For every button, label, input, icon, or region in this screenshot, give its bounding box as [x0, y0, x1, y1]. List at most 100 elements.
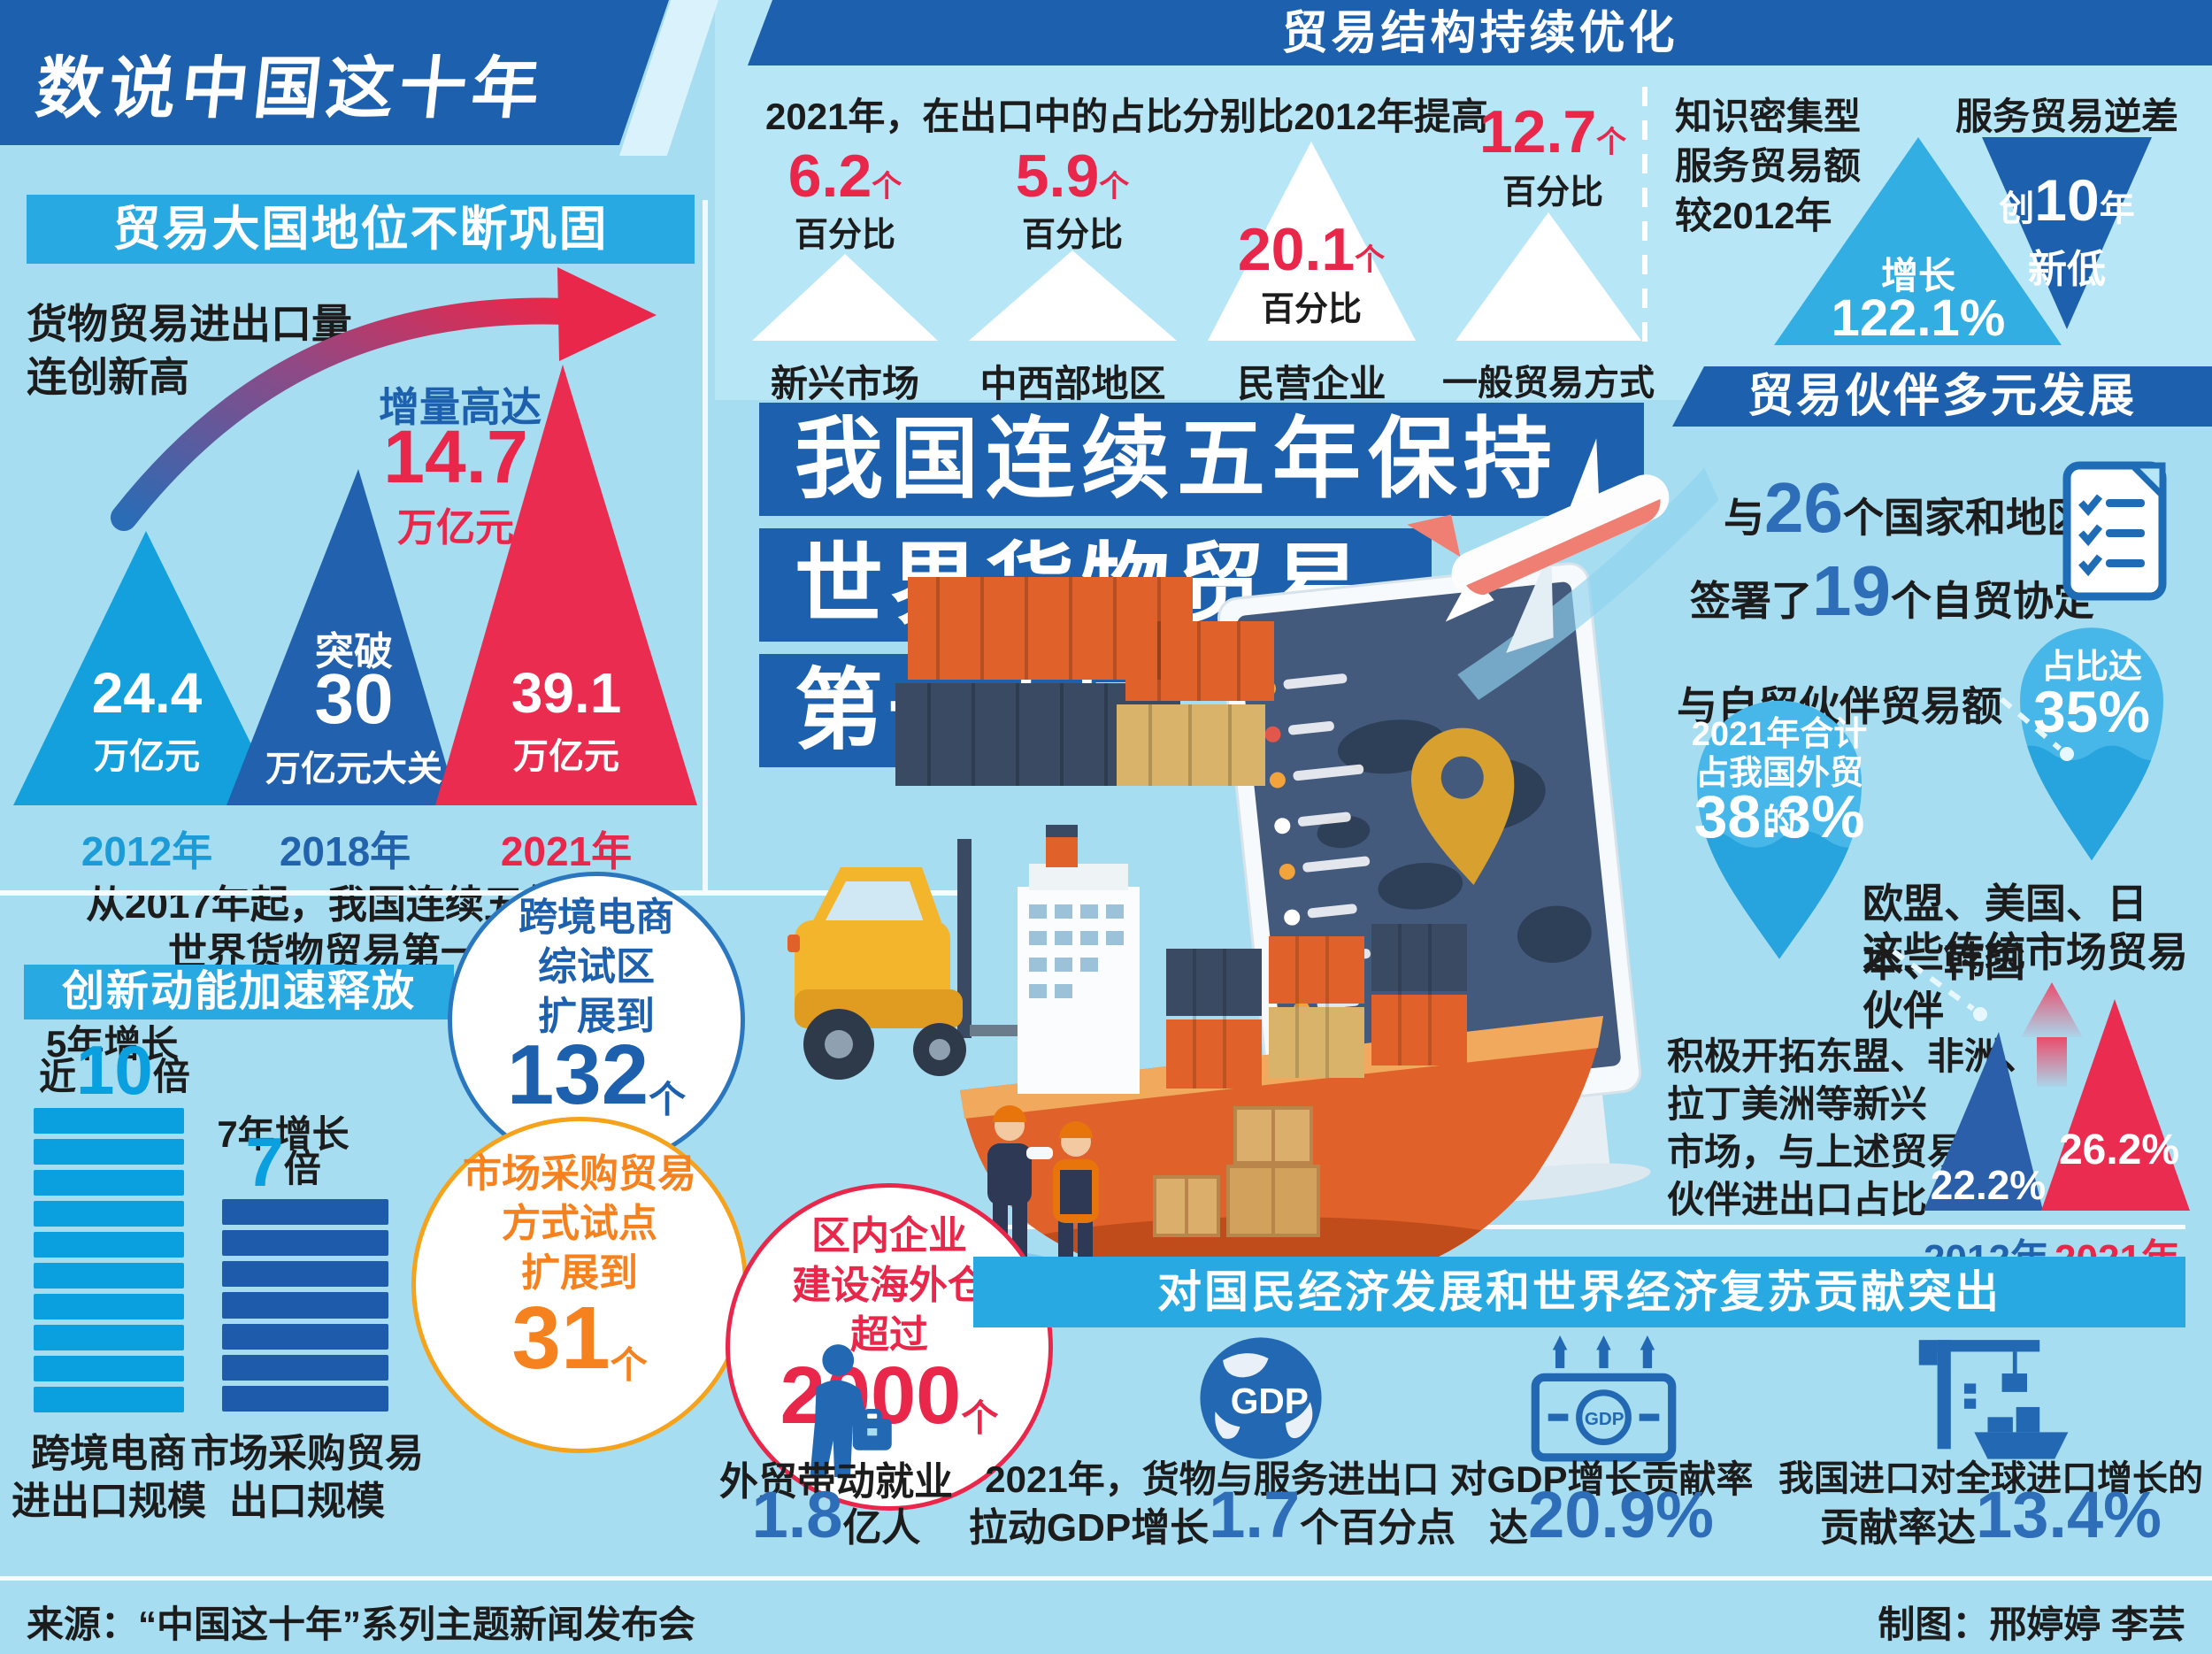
ec-growth-pre: 近 — [39, 1056, 77, 1097]
bar-segment — [222, 1230, 388, 1257]
bubble-ec-line-1: 跨境电商 — [518, 896, 674, 939]
item3-value: 20.1 — [1237, 216, 1356, 283]
deficit-title: 服务贸易逆差 — [1955, 96, 2179, 137]
forklift-illustration — [787, 839, 1033, 1080]
fta-document-icon — [2062, 461, 2167, 601]
g1-label: 外贸带动就业 — [719, 1460, 953, 1504]
g1-num: 1.8 — [751, 1478, 843, 1551]
bar-segment — [34, 1139, 184, 1165]
bar-2012-value: 22.2% — [1930, 1162, 2047, 1208]
g2-pre: 拉动GDP增长 — [968, 1506, 1210, 1550]
masthead: 数说中国这十年 — [0, 0, 669, 145]
divider-footer — [0, 1576, 2212, 1581]
bar-segment — [34, 1325, 184, 1350]
bubble-mp-num: 31 — [511, 1289, 611, 1388]
g2-suf: 个百分点 — [1300, 1506, 1456, 1550]
bubble-ec-num: 132 — [506, 1027, 649, 1122]
emerging-line-3: 市场，与上述贸易 — [1667, 1131, 1965, 1173]
item4-label: 一般贸易方式 — [1442, 364, 1655, 403]
fta-line-2: 签署了19个自贸协定 — [1690, 550, 2094, 632]
structure-section-banner: 贸易结构持续优化 — [748, 0, 2212, 65]
item3-label: 民营企业 — [1237, 363, 1386, 404]
item4-suffix: 个 — [1596, 126, 1627, 159]
bubble-mp-suf: 个 — [610, 1344, 648, 1386]
ec-growth-line-1: 5年增长 — [46, 1023, 179, 1065]
crossborder-ecommerce-bars — [34, 1108, 184, 1412]
bar-segment — [222, 1261, 388, 1288]
fta-l1-pre: 与 — [1724, 495, 1764, 541]
item1-label: 新兴市场 — [770, 363, 919, 404]
mp-growth-suf: 倍 — [283, 1148, 321, 1189]
g4-pre: 贡献率达 — [1820, 1506, 1977, 1550]
deficit-mid: 年 — [2099, 189, 2135, 228]
ec-growth-suf: 倍 — [152, 1056, 190, 1097]
structure-item-1: 6.2个 — [752, 142, 938, 211]
deficit-pre: 创 — [1999, 189, 2035, 228]
item2-unit: 百分比 — [1021, 217, 1123, 254]
knowledge-line-2: 服务贸易额 — [1675, 145, 1862, 187]
bubble-wh-line-3: 超过 — [850, 1313, 928, 1357]
emerging-line-4: 伙伴进出口占比 — [1667, 1179, 1928, 1220]
mp-label-2: 出口规模 — [229, 1480, 385, 1523]
traditional-line-1: 欧盟、美国、日本、韩国 — [1863, 881, 2147, 985]
deficit-num: 10 — [2034, 167, 2100, 233]
g2-label: 2021年，货物与服务进出口 — [985, 1458, 1440, 1500]
bubble-wh-line-2: 建设海外仓 — [792, 1264, 987, 1307]
boxes-illustration — [1153, 1106, 1320, 1237]
bubble-ec-line-2: 综试区 — [538, 945, 655, 989]
bubble-ec-suf: 个 — [649, 1079, 687, 1120]
droplet-383-value: 38.3% — [1694, 783, 1865, 850]
deficit-line-2: 新低 — [2028, 248, 2106, 291]
emerging-line-1: 积极开拓东盟、非洲、 — [1667, 1035, 2039, 1077]
bar-segment — [34, 1201, 184, 1227]
bar-segment — [34, 1387, 184, 1412]
trade-volume-triangles — [13, 365, 697, 805]
g3-pre: 达 — [1489, 1506, 1529, 1550]
gain-label: 增量高达 — [379, 384, 541, 430]
bubble-mp-line-3: 扩展到 — [521, 1251, 638, 1295]
divider-horizontal-right — [973, 1225, 2185, 1229]
item4-unit: 百分比 — [1502, 174, 1603, 212]
item3-suffix: 个 — [1355, 243, 1386, 277]
bar-segment — [222, 1354, 388, 1381]
ec-label-1: 跨境电商 — [31, 1432, 187, 1475]
bar-segment — [222, 1199, 388, 1226]
t2021-unit: 万亿元 — [513, 737, 619, 776]
bubble-ec-number: 132 个 — [448, 1018, 745, 1124]
footer-credit: 制图：邢婷婷 李芸 — [1878, 1604, 2185, 1645]
growth-arrow — [111, 267, 657, 531]
g2-num: 1.7 — [1209, 1478, 1301, 1551]
bar-2012-triangle — [1924, 1032, 2043, 1211]
structure-item-4: 12.7个 — [1460, 97, 1646, 166]
structure-triangles — [752, 137, 2152, 345]
t2012-year: 2012年 — [81, 828, 213, 874]
bar-2021-value: 26.2% — [2058, 1127, 2180, 1173]
trade-power-header-band: 贸易大国地位不断巩固 — [27, 195, 695, 264]
droplet-383-line-2: 占我国外贸的 — [1694, 755, 1863, 841]
knowledge-line-1: 知识密集型 — [1675, 96, 1862, 137]
bar-segment — [34, 1356, 184, 1381]
trade-power-title: 贸易大国地位不断巩固 — [112, 203, 609, 256]
mp-label-1: 市场采购贸易 — [190, 1432, 424, 1475]
growth-value: 122.1% — [1831, 289, 2006, 347]
employment-worker-icon — [810, 1344, 892, 1477]
fta-l1-num: 26 — [1764, 468, 1843, 547]
bubble-ec-line-3: 扩展到 — [538, 995, 655, 1038]
trade-illustration — [787, 438, 1719, 1293]
t2021-value: 39.1 — [511, 661, 622, 725]
knowledge-line-3: 较2012年 — [1675, 195, 1832, 236]
fta-l2-pre: 签署了 — [1690, 578, 1812, 624]
traditional-line-2: 这些传统市场贸易伙伴 — [1863, 929, 2188, 1034]
ec-growth-num: 10 — [76, 1031, 153, 1109]
structure-section-title: 贸易结构持续优化 — [1281, 8, 1678, 59]
t2018-value: 30 — [314, 659, 394, 738]
ec-label-2: 进出口规模 — [12, 1480, 206, 1523]
fta-l2-num: 19 — [1812, 551, 1891, 630]
location-pin-icon — [1410, 727, 1515, 885]
bar-segment — [34, 1232, 184, 1258]
g3-label: 对GDP增长贡献率 — [1449, 1458, 1754, 1500]
airplane-illustration — [1407, 438, 1719, 701]
t2018-unit: 万亿元大关 — [265, 750, 442, 789]
